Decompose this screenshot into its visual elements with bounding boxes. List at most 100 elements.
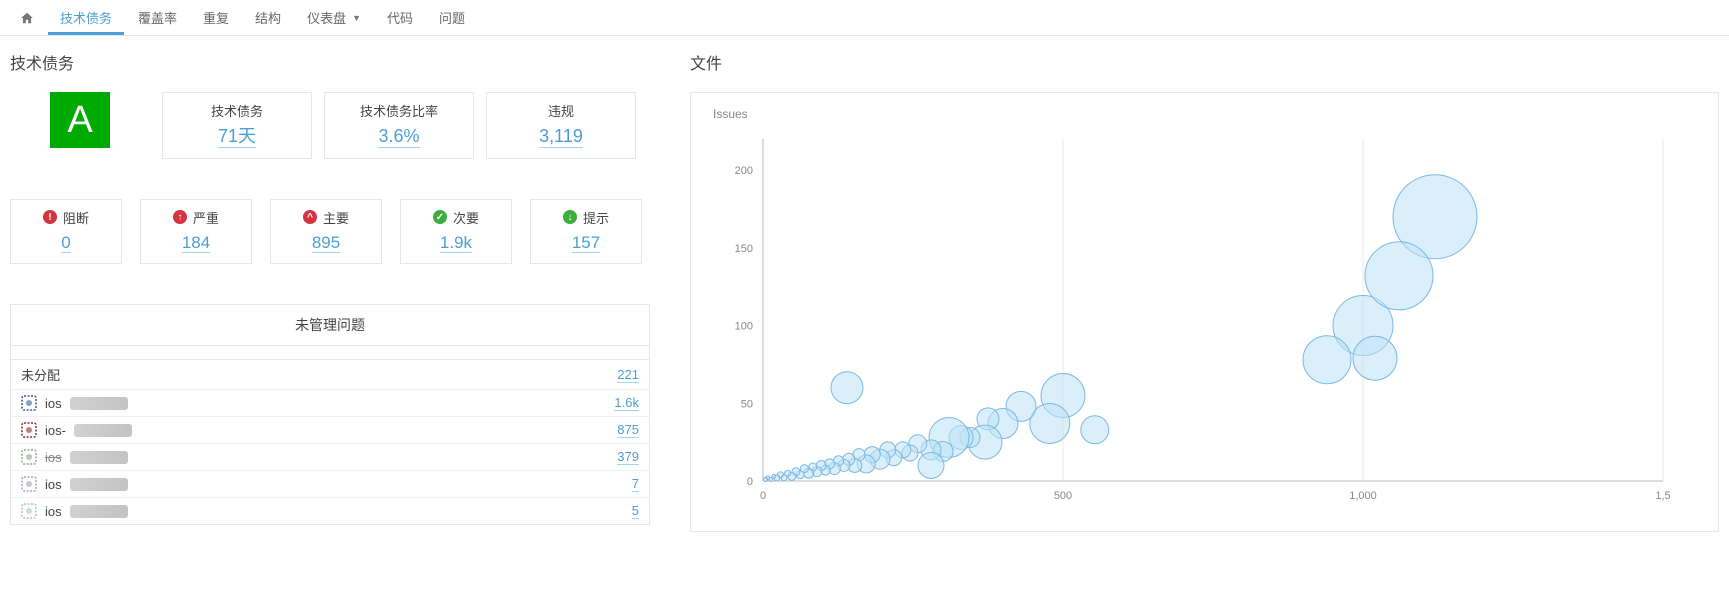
severity-value: 895 [312, 234, 340, 254]
chart-canvas: 0 500 1,000 1,5 0 50 100 150 200 [713, 129, 1673, 509]
severity-icon: ! [43, 210, 57, 224]
severity-label: 阻断 [63, 208, 89, 227]
summary-row: A 技术债务 71天 技术债务比率 3.6% 违规 3,119 [10, 92, 650, 159]
panel-row-label: ios [45, 450, 62, 465]
svg-text:50: 50 [741, 398, 753, 410]
chevron-down-icon: ▼ [352, 13, 361, 23]
panel-row-count: 7 [632, 476, 639, 492]
project-icon [21, 503, 37, 519]
severity-card-3[interactable]: ✓ 次要 1.9k [400, 199, 512, 265]
severity-card-4[interactable]: ↓ 提示 157 [530, 199, 642, 265]
project-icon [21, 476, 37, 492]
panel-row-count: 875 [617, 422, 639, 438]
severity-value: 1.9k [440, 234, 472, 254]
panel-row-label: ios [45, 477, 62, 492]
severity-label: 严重 [193, 208, 219, 227]
nav-tech-debt[interactable]: 技术债务 [48, 0, 124, 35]
svg-text:1,000: 1,000 [1349, 490, 1377, 502]
nav-code[interactable]: 代码 [375, 0, 425, 35]
svg-text:100: 100 [735, 321, 753, 333]
nav-coverage[interactable]: 覆盖率 [126, 0, 189, 35]
panel-row[interactable]: ios 1.6k [11, 390, 649, 417]
nav-home[interactable] [8, 3, 46, 33]
panel-spacer [11, 346, 649, 360]
metric-card-debt[interactable]: 技术债务 71天 [162, 92, 312, 159]
panel-row-count: 1.6k [614, 395, 639, 411]
panel-row-count: 379 [617, 449, 639, 465]
redacted-text [74, 424, 132, 437]
severity-value: 184 [182, 234, 210, 254]
main-content: 技术债务 A 技术债务 71天 技术债务比率 3.6% 违规 3,119 ! 阻断… [0, 36, 1729, 532]
chart-bubble[interactable] [1081, 416, 1109, 444]
chart-bubble[interactable] [831, 372, 863, 404]
nav-label: 覆盖率 [138, 8, 177, 27]
issues-bubble-chart[interactable]: Issues 0 500 1,000 1,5 0 50 100 150 200 [690, 92, 1719, 532]
metric-label: 技术债务比率 [325, 101, 473, 120]
project-icon [21, 395, 37, 411]
svg-text:1,5: 1,5 [1655, 490, 1670, 502]
unmanaged-issues-panel: 未管理问题 未分配221 ios 1.6k ios- 875 ios 379 ios 7 ios 5 [10, 304, 650, 525]
section-title-tech-debt: 技术债务 [10, 50, 650, 74]
nav-duplications[interactable]: 重复 [191, 0, 241, 35]
severity-icon: ^ [303, 210, 317, 224]
severity-icon: ✓ [433, 210, 447, 224]
metric-label: 技术债务 [163, 101, 311, 120]
nav-label: 重复 [203, 8, 229, 27]
redacted-text [70, 478, 128, 491]
severity-icon: ↑ [173, 210, 187, 224]
nav-issues[interactable]: 问题 [427, 0, 477, 35]
project-icon [21, 449, 37, 465]
metric-value: 71天 [218, 127, 256, 148]
severity-card-2[interactable]: ^ 主要 895 [270, 199, 382, 265]
home-icon [20, 11, 34, 25]
panel-row[interactable]: 未分配221 [11, 360, 649, 390]
chart-bubble[interactable] [763, 477, 767, 481]
panel-row-count: 5 [632, 503, 639, 519]
chart-bubble[interactable] [918, 452, 944, 478]
chart-y-axis-label: Issues [713, 107, 1718, 121]
panel-row-label: ios [45, 396, 62, 411]
svg-text:200: 200 [735, 165, 753, 177]
section-title-files: 文件 [690, 50, 1719, 74]
panel-row[interactable]: ios 379 [11, 444, 649, 471]
severity-icon: ↓ [563, 210, 577, 224]
severity-label: 次要 [453, 208, 479, 227]
redacted-text [70, 397, 128, 410]
severity-card-0[interactable]: ! 阻断 0 [10, 199, 122, 265]
panel-row-label: 未分配 [21, 365, 60, 384]
panel-row[interactable]: ios 5 [11, 498, 649, 524]
project-icon [21, 422, 37, 438]
left-column: 技术债务 A 技术债务 71天 技术债务比率 3.6% 违规 3,119 ! 阻断… [10, 50, 650, 532]
chart-bubble[interactable] [1365, 242, 1433, 310]
redacted-text [70, 505, 128, 518]
panel-row[interactable]: ios 7 [11, 471, 649, 498]
right-column: 文件 Issues 0 500 1,000 1,5 0 50 100 150 200 [690, 50, 1719, 532]
severity-label: 主要 [323, 208, 349, 227]
nav-label: 结构 [255, 8, 281, 27]
severity-label: 提示 [583, 208, 609, 227]
metric-value: 3,119 [539, 127, 583, 148]
top-nav: 技术债务 覆盖率 重复 结构 仪表盘▼ 代码 问题 [0, 0, 1729, 36]
svg-text:0: 0 [747, 476, 753, 488]
svg-text:500: 500 [1054, 490, 1072, 502]
panel-row-label: ios- [45, 423, 66, 438]
metric-card-violations[interactable]: 违规 3,119 [486, 92, 636, 159]
nav-label: 技术债务 [60, 8, 112, 27]
svg-text:150: 150 [735, 243, 753, 255]
severity-card-1[interactable]: ↑ 严重 184 [140, 199, 252, 265]
nav-dashboards[interactable]: 仪表盘▼ [295, 0, 373, 35]
chart-bubble[interactable] [1303, 336, 1351, 384]
rating-badge: A [50, 92, 110, 148]
panel-row-label: ios [45, 504, 62, 519]
metric-card-ratio[interactable]: 技术债务比率 3.6% [324, 92, 474, 159]
panel-title: 未管理问题 [11, 305, 649, 346]
metric-value: 3.6% [378, 127, 419, 148]
chart-bubble[interactable] [1353, 336, 1397, 380]
severity-value: 157 [572, 234, 600, 254]
nav-structure[interactable]: 结构 [243, 0, 293, 35]
panel-row[interactable]: ios- 875 [11, 417, 649, 444]
nav-label: 代码 [387, 8, 413, 27]
severity-row: ! 阻断 0 ↑ 严重 184 ^ 主要 895 ✓ 次要 1.9k ↓ 提示 157 [10, 199, 650, 265]
severity-value: 0 [61, 234, 70, 254]
svg-text:0: 0 [760, 490, 766, 502]
